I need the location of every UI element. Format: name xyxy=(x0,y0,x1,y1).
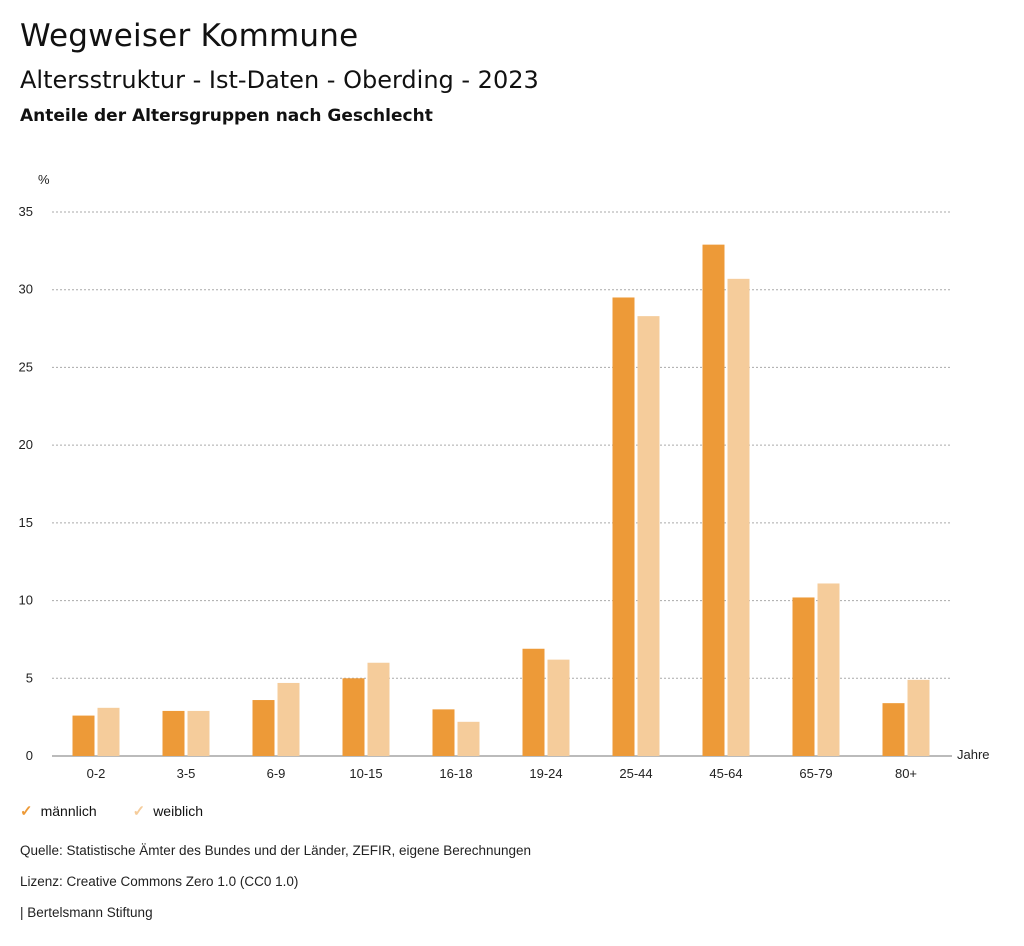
bar-maennlich-6-9[interactable] xyxy=(252,700,275,756)
x-tick-label: 25-44 xyxy=(619,766,652,781)
bar-maennlich-65-79[interactable] xyxy=(792,597,815,756)
y-tick-label: 35 xyxy=(19,204,33,219)
x-tick-label: 80+ xyxy=(895,766,917,781)
bar-maennlich-3-5[interactable] xyxy=(162,710,185,756)
chart-subtitle: Altersstruktur - Ist-Daten - Oberding - … xyxy=(20,66,539,94)
x-tick-label: 19-24 xyxy=(529,766,562,781)
check-icon: ✓ xyxy=(132,802,146,820)
bar-maennlich-45-64[interactable] xyxy=(702,244,725,756)
app-title: Wegweiser Kommune xyxy=(20,18,359,54)
bar-weiblich-16-18[interactable] xyxy=(457,721,480,756)
legend: ✓ männlich ✓ weiblich xyxy=(20,803,203,819)
x-axis-label: Jahre xyxy=(957,747,990,762)
bar-weiblich-25-44[interactable] xyxy=(637,316,660,756)
legend-item-maennlich[interactable]: ✓ männlich xyxy=(20,803,97,819)
y-tick-label: 5 xyxy=(26,670,33,685)
legend-label-maennlich: männlich xyxy=(40,803,97,819)
source-note: Quelle: Statistische Ämter des Bundes un… xyxy=(20,843,532,858)
y-tick-label: 20 xyxy=(19,437,33,452)
y-tick-label: 15 xyxy=(19,515,33,530)
chart-heading: Anteile der Altersgruppen nach Geschlech… xyxy=(20,106,433,126)
bar-weiblich-19-24[interactable] xyxy=(547,659,570,756)
x-axis-ticks: 0-2 3-5 6-9 10-15 16-18 19-24 25-44 45-64 65-79 8… xyxy=(87,766,917,781)
y-axis-label: % xyxy=(38,172,50,187)
bar-weiblich-45-64[interactable] xyxy=(727,278,750,756)
x-tick-label: 3-5 xyxy=(177,766,196,781)
x-tick-label: 10-15 xyxy=(349,766,382,781)
license-note: Lizenz: Creative Commons Zero 1.0 (CC0 1… xyxy=(20,874,299,889)
bar-weiblich-3-5[interactable] xyxy=(187,710,210,756)
bar-maennlich-0-2[interactable] xyxy=(72,715,95,756)
legend-label-weiblich: weiblich xyxy=(153,803,203,819)
legend-item-weiblich[interactable]: ✓ weiblich xyxy=(133,803,203,819)
bar-maennlich-16-18[interactable] xyxy=(432,709,455,756)
bar-series xyxy=(72,244,930,756)
bar-weiblich-6-9[interactable] xyxy=(277,682,300,756)
y-axis-ticks: 0 5 10 15 20 25 30 35 xyxy=(19,204,33,763)
publisher-note: | Bertelsmann Stiftung xyxy=(20,905,153,920)
bar-weiblich-65-79[interactable] xyxy=(817,583,840,756)
y-tick-label: 0 xyxy=(26,748,33,763)
x-tick-label: 16-18 xyxy=(439,766,472,781)
x-tick-label: 65-79 xyxy=(799,766,832,781)
bar-maennlich-10-15[interactable] xyxy=(342,678,365,756)
x-tick-label: 0-2 xyxy=(87,766,106,781)
bar-weiblich-80+[interactable] xyxy=(907,679,930,756)
bar-maennlich-25-44[interactable] xyxy=(612,297,635,756)
bar-chart: 0 5 10 15 20 25 30 35 0-2 3-5 6-9 10-15 16-18 19-24 2… xyxy=(19,172,990,781)
y-tick-label: 10 xyxy=(19,593,33,608)
y-tick-label: 30 xyxy=(19,282,33,297)
x-tick-label: 45-64 xyxy=(709,766,742,781)
x-tick-label: 6-9 xyxy=(267,766,286,781)
check-icon: ✓ xyxy=(20,802,33,820)
grid-lines xyxy=(52,211,952,757)
bar-weiblich-10-15[interactable] xyxy=(367,662,390,756)
bar-weiblich-0-2[interactable] xyxy=(97,707,120,756)
bar-maennlich-19-24[interactable] xyxy=(522,648,545,756)
bar-maennlich-80+[interactable] xyxy=(882,703,905,756)
y-tick-label: 25 xyxy=(19,359,33,374)
